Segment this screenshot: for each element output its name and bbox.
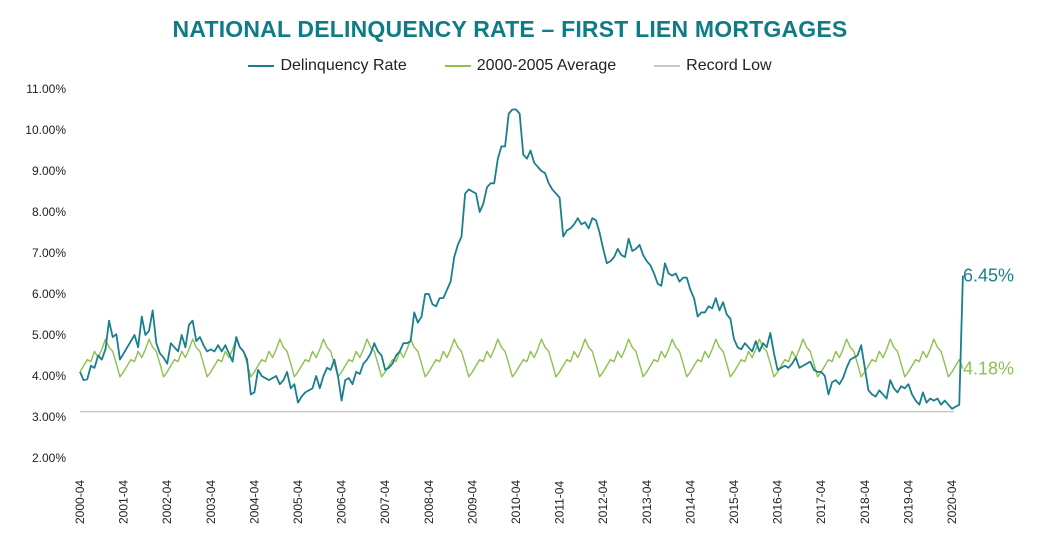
legend-label-record-low: Record Low — [686, 57, 772, 74]
y-tick-label: 3.00% — [32, 410, 66, 424]
y-tick-label: 5.00% — [32, 328, 66, 342]
x-axis: 2000-04 2001-04 2002-04 2003-04 2004-04 2005-… — [73, 480, 959, 524]
x-tick-label: 2010-04 — [509, 480, 523, 524]
chart-title: NATIONAL DELINQUENCY RATE – FIRST LIEN M… — [172, 16, 848, 42]
x-tick-label: 2011-04 — [553, 481, 567, 524]
legend-swatch-delinquency-rate — [248, 65, 275, 67]
legend-swatch-record-low — [654, 65, 681, 67]
legend-label-average: 2000-2005 Average — [476, 57, 617, 74]
legend-label-delinquency-rate: Delinquency Rate — [280, 57, 407, 74]
y-tick-label: 8.00% — [32, 205, 66, 219]
x-tick-label: 2005-04 — [291, 480, 305, 524]
y-tick-label: 9.00% — [32, 164, 66, 178]
legend-item-delinquency-rate: Delinquency Rate — [248, 57, 407, 75]
series-line-2000-2005-average — [79, 338, 964, 378]
end-label-2000-2005-average: 4.18% — [963, 359, 1014, 379]
x-tick-label: 2018-04 — [858, 480, 872, 524]
x-tick-label: 2003-04 — [204, 480, 218, 524]
x-tick-label: 2014-04 — [683, 480, 697, 524]
y-axis: 2.00% 3.00% 4.00% 5.00% 6.00% 7.00% 8.00% 9.00%… — [25, 82, 66, 465]
x-tick-label: 2020-04 — [945, 480, 959, 524]
x-tick-label: 2012-04 — [596, 480, 610, 524]
series-line-delinquency-rate — [79, 108, 964, 410]
y-tick-label: 10.00% — [25, 123, 66, 137]
x-tick-label: 2009-04 — [465, 480, 479, 524]
x-tick-label: 2008-04 — [422, 480, 436, 524]
x-tick-label: 2015-04 — [727, 480, 741, 524]
y-tick-label: 6.00% — [32, 287, 66, 301]
x-tick-label: 2001-04 — [117, 480, 131, 524]
y-tick-label: 11.00% — [26, 82, 66, 96]
x-tick-label: 2013-04 — [640, 480, 654, 524]
legend-item-record-low: Record Low — [654, 57, 772, 75]
y-tick-label: 4.00% — [32, 369, 66, 383]
y-tick-label: 2.00% — [32, 451, 66, 465]
x-tick-label: 2006-04 — [335, 480, 349, 524]
series-layer — [79, 108, 964, 413]
x-tick-label: 2016-04 — [771, 480, 785, 524]
x-tick-label: 2002-04 — [160, 480, 174, 524]
y-tick-label: 7.00% — [32, 246, 66, 260]
x-tick-label: 2019-04 — [901, 480, 915, 524]
end-label-layer: 6.45% 4.18% — [963, 266, 1014, 379]
x-tick-label: 2000-04 — [73, 480, 87, 524]
legend-item-average: 2000-2005 Average — [444, 57, 617, 75]
x-tick-label: 2017-04 — [814, 480, 828, 524]
x-tick-label: 2007-04 — [378, 480, 392, 524]
end-label-delinquency-rate: 6.45% — [963, 266, 1014, 286]
chart-legend: Delinquency Rate 2000-2005 Average Recor… — [0, 57, 1020, 75]
legend-swatch-average — [444, 65, 471, 67]
x-tick-label: 2004-04 — [247, 480, 261, 524]
